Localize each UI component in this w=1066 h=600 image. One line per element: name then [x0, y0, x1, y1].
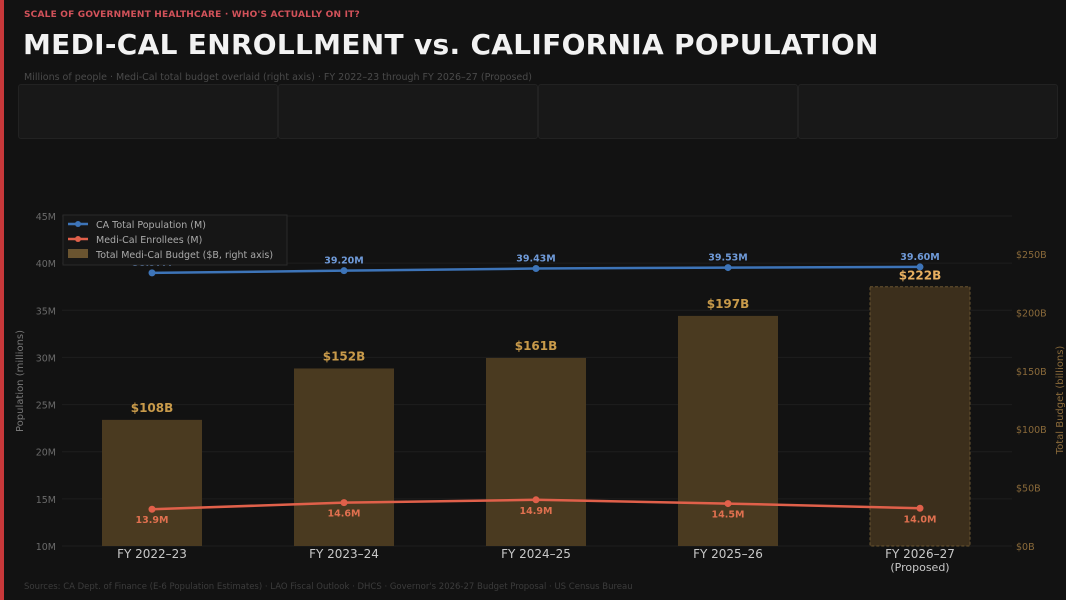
enrollees-point	[532, 496, 540, 504]
budget-label: $222B	[899, 269, 942, 283]
budget-bar	[486, 357, 586, 546]
population-label: 39.53M	[708, 253, 748, 264]
population-point	[916, 263, 924, 271]
stat-cards	[18, 84, 1058, 139]
sources: Sources: CA Dept. of Finance (E-6 Popula…	[24, 582, 633, 592]
y2-tick-label: $100B	[1016, 425, 1047, 436]
stat-card	[18, 84, 278, 139]
budget-bar	[102, 419, 202, 546]
enrollees-point	[148, 505, 156, 513]
legend	[62, 214, 288, 266]
enrollees-label: 14.6M	[328, 509, 361, 520]
y2-tick-label: $50B	[1016, 484, 1041, 495]
population-point	[532, 265, 540, 273]
budget-bar	[678, 315, 778, 546]
x-tick-label: FY 2026–27	[885, 547, 955, 561]
legend-label: Total Medi-Cal Budget ($B, right axis)	[95, 250, 273, 261]
legend-marker-icon	[75, 221, 81, 227]
population-label: 39.20M	[324, 256, 364, 267]
enrollees-point	[916, 504, 924, 512]
stat-card	[538, 84, 798, 139]
x-tick-label: FY 2023–24	[309, 547, 379, 561]
enrollees-label: 14.0M	[904, 514, 937, 525]
population-label: 39.60M	[900, 252, 940, 263]
legend-marker-icon	[75, 236, 81, 242]
accent-bar	[0, 0, 4, 600]
y-axis-label: Population (millions)	[15, 330, 26, 432]
enrollees-label: 14.9M	[520, 506, 553, 517]
y2-tick-label: $250B	[1016, 250, 1047, 261]
budget-label: $108B	[131, 401, 174, 415]
y-tick-label: 35M	[36, 306, 56, 317]
legend-label: CA Total Population (M)	[96, 220, 206, 231]
y-tick-label: 20M	[36, 448, 56, 459]
x-tick-sublabel: (Proposed)	[890, 561, 949, 574]
y-tick-label: 45M	[36, 212, 56, 223]
budget-label: $152B	[323, 349, 366, 363]
y-tick-label: 30M	[36, 353, 56, 364]
y-tick-label: 10M	[36, 542, 56, 553]
stat-card	[278, 84, 538, 139]
budget-label: $161B	[515, 339, 558, 353]
population-point	[340, 267, 348, 275]
y-tick-label: 25M	[36, 401, 56, 412]
x-tick-label: FY 2024–25	[501, 547, 571, 561]
population-point	[724, 264, 732, 272]
budget-bar	[869, 286, 971, 547]
enrollees-point	[724, 500, 732, 508]
legend-swatch-icon	[68, 249, 88, 258]
y-tick-label: 40M	[36, 259, 56, 270]
y2-tick-label: $200B	[1016, 308, 1047, 319]
subtitle: Millions of people · Medi-Cal total budg…	[24, 72, 533, 83]
y2-tick-label: $0B	[1016, 542, 1035, 553]
enrollees-label: 14.5M	[712, 510, 745, 521]
population-point	[148, 269, 156, 277]
y-tick-label: 15M	[36, 495, 56, 506]
kicker: SCALE OF GOVERNMENT HEALTHCARE · WHO'S A…	[24, 10, 360, 20]
enrollees-point	[340, 499, 348, 507]
population-label: 39.43M	[516, 254, 556, 265]
budget-bar	[294, 368, 394, 546]
x-tick-label: FY 2022–23	[117, 547, 187, 561]
y2-axis-label: Total Budget (billions)	[1055, 346, 1066, 456]
enrollees-label: 13.9M	[136, 515, 169, 526]
stat-card	[798, 84, 1058, 139]
budget-label: $197B	[707, 297, 750, 311]
x-tick-label: FY 2025–26	[693, 547, 763, 561]
page-title: MEDI-CAL ENROLLMENT vs. CALIFORNIA POPUL…	[23, 28, 879, 61]
y2-tick-label: $150B	[1016, 367, 1047, 378]
legend-label: Medi-Cal Enrollees (M)	[96, 235, 202, 246]
